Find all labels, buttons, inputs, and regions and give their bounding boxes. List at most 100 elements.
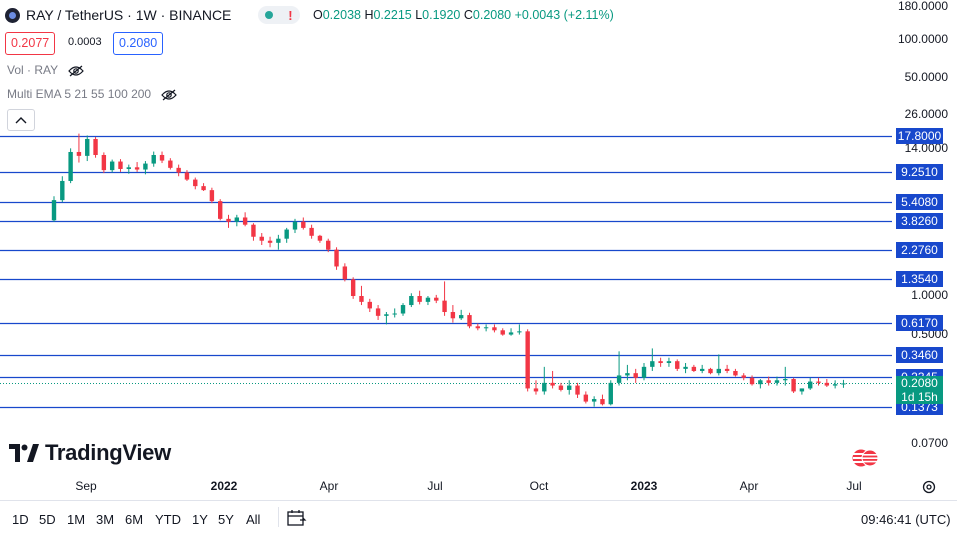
candle[interactable] bbox=[118, 159, 123, 172]
candle[interactable] bbox=[774, 376, 780, 386]
range-button-1d[interactable]: 1D bbox=[12, 512, 29, 527]
candle[interactable] bbox=[93, 137, 98, 158]
level-price-label[interactable]: 1.3540 bbox=[896, 271, 943, 288]
candle[interactable] bbox=[791, 377, 796, 394]
candle[interactable] bbox=[567, 380, 572, 395]
tradingview-logo[interactable]: TradingView bbox=[9, 440, 171, 466]
candle[interactable] bbox=[168, 158, 173, 170]
candle[interactable] bbox=[799, 388, 805, 395]
buy-price-button[interactable]: 0.2080 bbox=[113, 32, 164, 55]
candle[interactable] bbox=[159, 151, 165, 164]
candle[interactable] bbox=[126, 164, 131, 174]
candle[interactable] bbox=[392, 308, 397, 318]
candle[interactable] bbox=[616, 351, 622, 386]
candle[interactable] bbox=[733, 368, 738, 377]
candle[interactable] bbox=[375, 305, 381, 320]
candle[interactable] bbox=[317, 234, 323, 243]
candle[interactable] bbox=[417, 290, 422, 305]
us-flag-icon[interactable] bbox=[852, 449, 878, 467]
gear-icon[interactable] bbox=[921, 479, 937, 495]
candle[interactable] bbox=[666, 357, 672, 367]
candle[interactable] bbox=[76, 133, 82, 163]
candle[interactable] bbox=[209, 187, 215, 204]
candle[interactable] bbox=[276, 234, 281, 250]
candle[interactable] bbox=[658, 357, 663, 367]
candle[interactable] bbox=[151, 151, 156, 167]
candle[interactable] bbox=[201, 183, 206, 191]
level-price-label[interactable]: 2.2760 bbox=[896, 242, 943, 259]
price-chart[interactable] bbox=[0, 0, 957, 500]
candle[interactable] bbox=[608, 380, 613, 406]
range-button-5y[interactable]: 5Y bbox=[218, 512, 234, 527]
candle[interactable] bbox=[284, 227, 289, 243]
candle[interactable] bbox=[766, 376, 771, 386]
clock-utc[interactable]: 09:46:41 (UTC) bbox=[861, 512, 951, 527]
candle[interactable] bbox=[342, 263, 348, 282]
candle[interactable] bbox=[633, 368, 638, 383]
candle[interactable] bbox=[641, 363, 647, 381]
candle[interactable] bbox=[600, 394, 605, 406]
candle[interactable] bbox=[301, 217, 306, 230]
candle[interactable] bbox=[783, 366, 788, 386]
level-price-label[interactable]: 0.3460 bbox=[896, 347, 943, 364]
candle[interactable] bbox=[758, 379, 763, 389]
collapse-legend-button[interactable] bbox=[7, 109, 35, 131]
candle[interactable] bbox=[500, 328, 505, 336]
candle[interactable] bbox=[575, 382, 580, 398]
candle[interactable] bbox=[143, 161, 148, 175]
candle[interactable] bbox=[134, 162, 140, 172]
candle[interactable] bbox=[542, 366, 547, 395]
ema-indicator-legend[interactable]: Multi EMA 5 21 55 100 200 bbox=[7, 87, 178, 101]
candle[interactable] bbox=[816, 377, 821, 386]
candle[interactable] bbox=[350, 277, 356, 299]
candle[interactable] bbox=[741, 373, 746, 381]
candle[interactable] bbox=[442, 281, 447, 316]
candle[interactable] bbox=[101, 152, 107, 174]
candle[interactable] bbox=[483, 324, 489, 332]
candle[interactable] bbox=[517, 324, 522, 335]
candle[interactable] bbox=[824, 379, 830, 387]
candle[interactable] bbox=[409, 293, 414, 308]
candle[interactable] bbox=[808, 377, 813, 390]
candle[interactable] bbox=[425, 296, 431, 306]
candle[interactable] bbox=[218, 199, 223, 221]
range-button-5d[interactable]: 5D bbox=[39, 512, 56, 527]
range-button-3m[interactable]: 3M bbox=[96, 512, 115, 527]
range-button-6m[interactable]: 6M bbox=[125, 512, 144, 527]
candle[interactable] bbox=[699, 364, 705, 374]
candle[interactable] bbox=[450, 305, 456, 323]
candle[interactable] bbox=[400, 303, 406, 316]
candle[interactable] bbox=[292, 218, 298, 234]
candle[interactable] bbox=[68, 148, 73, 184]
level-price-label[interactable]: 0.6170 bbox=[896, 314, 943, 331]
candle[interactable] bbox=[475, 323, 481, 331]
candle[interactable] bbox=[434, 294, 439, 304]
eye-hidden-icon[interactable] bbox=[161, 89, 178, 101]
eye-hidden-icon[interactable] bbox=[68, 65, 85, 77]
candle[interactable] bbox=[309, 224, 314, 239]
candle[interactable] bbox=[508, 328, 514, 336]
candle[interactable] bbox=[691, 364, 697, 373]
candle[interactable] bbox=[259, 233, 264, 246]
candle[interactable] bbox=[226, 214, 231, 228]
symbol-title[interactable]: RAY / TetherUS · 1W · BINANCE bbox=[26, 7, 232, 23]
candle[interactable] bbox=[683, 363, 688, 374]
candle[interactable] bbox=[525, 329, 530, 392]
candle[interactable] bbox=[60, 176, 65, 203]
candle[interactable] bbox=[251, 223, 256, 241]
sell-price-button[interactable]: 0.2077 bbox=[5, 32, 56, 55]
candle[interactable] bbox=[326, 238, 331, 253]
level-price-label[interactable]: 17.8000 bbox=[896, 127, 943, 144]
candle[interactable] bbox=[267, 236, 273, 248]
market-status-pill[interactable]: ! bbox=[258, 6, 300, 24]
candle[interactable] bbox=[625, 364, 630, 381]
candle[interactable] bbox=[109, 159, 115, 173]
candle[interactable] bbox=[749, 375, 755, 386]
candle[interactable] bbox=[458, 309, 464, 320]
candle[interactable] bbox=[184, 170, 190, 181]
candle[interactable] bbox=[650, 348, 655, 371]
level-price-label[interactable]: 3.8260 bbox=[896, 213, 943, 230]
candle[interactable] bbox=[832, 380, 838, 389]
candle[interactable] bbox=[359, 285, 364, 306]
candle[interactable] bbox=[533, 380, 539, 395]
